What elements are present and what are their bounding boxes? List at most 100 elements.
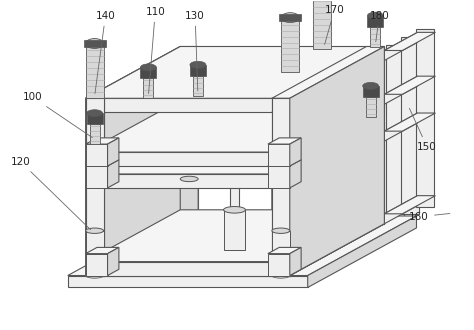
Text: 120: 120 xyxy=(11,157,91,230)
Polygon shape xyxy=(86,114,198,166)
Polygon shape xyxy=(86,98,290,112)
Text: 170: 170 xyxy=(325,5,345,45)
Ellipse shape xyxy=(281,13,299,22)
Polygon shape xyxy=(290,138,301,166)
Polygon shape xyxy=(180,47,198,224)
Polygon shape xyxy=(290,160,301,188)
Polygon shape xyxy=(384,32,436,50)
Ellipse shape xyxy=(272,273,290,278)
Polygon shape xyxy=(86,160,119,166)
Polygon shape xyxy=(268,144,290,166)
Polygon shape xyxy=(384,76,418,104)
Ellipse shape xyxy=(180,176,198,182)
Polygon shape xyxy=(384,196,418,224)
Polygon shape xyxy=(384,113,436,131)
Polygon shape xyxy=(277,97,287,246)
Polygon shape xyxy=(290,47,384,276)
Polygon shape xyxy=(268,160,301,166)
Polygon shape xyxy=(86,122,384,174)
Ellipse shape xyxy=(86,273,103,278)
FancyBboxPatch shape xyxy=(86,231,103,276)
Polygon shape xyxy=(272,136,384,188)
Polygon shape xyxy=(371,27,381,47)
Polygon shape xyxy=(384,196,436,214)
Polygon shape xyxy=(268,166,290,188)
Polygon shape xyxy=(86,152,290,166)
Polygon shape xyxy=(86,98,103,276)
Polygon shape xyxy=(108,248,119,276)
Ellipse shape xyxy=(363,82,379,89)
Polygon shape xyxy=(229,97,239,246)
Polygon shape xyxy=(86,122,198,174)
Ellipse shape xyxy=(86,39,103,49)
Polygon shape xyxy=(68,276,308,287)
Polygon shape xyxy=(272,114,384,166)
Polygon shape xyxy=(272,60,384,112)
Polygon shape xyxy=(313,0,331,49)
Polygon shape xyxy=(86,60,198,112)
Polygon shape xyxy=(86,254,108,276)
Ellipse shape xyxy=(224,247,246,253)
Polygon shape xyxy=(86,248,119,254)
Polygon shape xyxy=(416,29,434,207)
Polygon shape xyxy=(87,113,102,124)
Ellipse shape xyxy=(366,176,384,182)
Text: 100: 100 xyxy=(23,92,92,138)
Polygon shape xyxy=(290,210,384,276)
Polygon shape xyxy=(279,14,301,20)
Ellipse shape xyxy=(367,12,383,19)
Text: 130: 130 xyxy=(185,11,205,91)
Text: 150: 150 xyxy=(410,108,437,152)
Polygon shape xyxy=(190,65,206,76)
Ellipse shape xyxy=(140,64,156,71)
Polygon shape xyxy=(272,47,366,276)
Polygon shape xyxy=(182,97,191,246)
FancyBboxPatch shape xyxy=(272,231,290,276)
Polygon shape xyxy=(86,44,103,98)
Ellipse shape xyxy=(180,221,198,226)
Ellipse shape xyxy=(272,228,290,233)
Polygon shape xyxy=(290,47,384,276)
Polygon shape xyxy=(272,47,384,98)
Text: 180: 180 xyxy=(369,11,389,42)
Polygon shape xyxy=(180,210,384,224)
Polygon shape xyxy=(86,138,119,144)
Polygon shape xyxy=(272,98,290,276)
Polygon shape xyxy=(90,124,100,144)
Polygon shape xyxy=(86,262,290,276)
Polygon shape xyxy=(86,47,180,276)
Text: 110: 110 xyxy=(146,7,165,93)
Polygon shape xyxy=(86,136,198,188)
FancyBboxPatch shape xyxy=(180,179,198,224)
Polygon shape xyxy=(103,47,198,276)
Polygon shape xyxy=(366,47,384,224)
Polygon shape xyxy=(86,144,108,166)
Polygon shape xyxy=(86,224,198,276)
Ellipse shape xyxy=(87,110,102,117)
FancyBboxPatch shape xyxy=(366,179,384,224)
Polygon shape xyxy=(272,98,290,276)
Polygon shape xyxy=(272,224,384,276)
Polygon shape xyxy=(86,47,198,98)
Ellipse shape xyxy=(366,221,384,226)
Polygon shape xyxy=(86,166,108,188)
Polygon shape xyxy=(86,210,384,262)
Polygon shape xyxy=(83,40,106,47)
Polygon shape xyxy=(180,122,384,136)
Polygon shape xyxy=(193,76,203,96)
Polygon shape xyxy=(384,76,436,94)
Polygon shape xyxy=(86,98,103,276)
FancyBboxPatch shape xyxy=(224,210,246,249)
Polygon shape xyxy=(366,97,376,117)
Polygon shape xyxy=(268,138,301,144)
Polygon shape xyxy=(140,67,156,78)
Polygon shape xyxy=(401,37,419,214)
Polygon shape xyxy=(108,160,119,188)
Polygon shape xyxy=(288,97,298,246)
Text: 140: 140 xyxy=(95,11,115,93)
Polygon shape xyxy=(180,47,384,60)
Polygon shape xyxy=(86,47,384,98)
Polygon shape xyxy=(108,138,119,166)
Polygon shape xyxy=(86,100,384,152)
Polygon shape xyxy=(144,78,154,98)
